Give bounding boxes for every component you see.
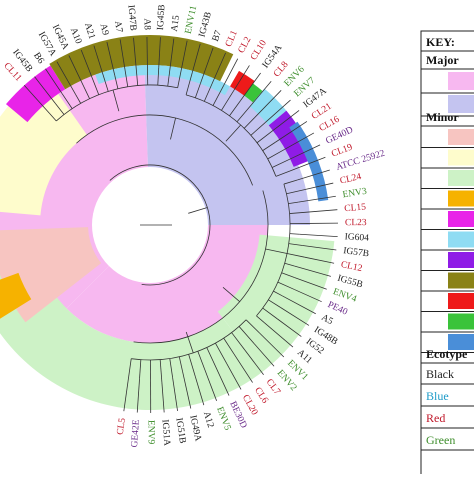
legend-ecotype-label: Red <box>426 411 445 425</box>
tree-branch <box>300 234 338 236</box>
leaf-label: B6 <box>31 51 46 66</box>
leaf-label: IG49A <box>187 414 203 442</box>
leaf-label: IG57B <box>343 246 370 259</box>
leaf-label: A12 <box>201 410 215 429</box>
legend-ecotype-label: Black <box>426 367 454 381</box>
leaf-label: A5 <box>319 313 334 327</box>
legend-major-swatch <box>448 72 474 90</box>
legend-ecotype-label: Blue <box>426 389 449 403</box>
leaf-label: A7 <box>112 20 124 33</box>
leaf-label: IG51A <box>160 419 172 446</box>
legend-minor-swatch <box>448 129 474 145</box>
leaf-label: GE42E <box>130 419 142 448</box>
leaf-label: A9 <box>98 23 110 37</box>
leaf-label: A15 <box>170 14 182 32</box>
legend-ecotype-heading: Ecotype <box>426 347 468 361</box>
legend-minor-swatch <box>448 211 474 227</box>
leaf-label: A21 <box>82 22 97 41</box>
legend-minor-swatch <box>448 293 474 309</box>
leaf-label: B7 <box>211 29 224 43</box>
leaf-label: IG51B <box>173 417 187 444</box>
leaf-label: CL5 <box>116 417 128 435</box>
leaf-label: ENV11 <box>184 5 200 35</box>
leaf-label: IG47B <box>125 5 137 32</box>
leaf-label: CL15 <box>344 203 367 215</box>
leaf-label: ENV5 <box>214 406 232 432</box>
leaf-label: IG43B <box>197 11 214 39</box>
legend-minor-swatch <box>448 252 474 268</box>
legend-minor-swatch <box>448 232 474 248</box>
legend-ecotype-label: Green <box>426 433 455 447</box>
legend-minor-swatch <box>448 170 474 186</box>
cluster-wedges <box>0 35 334 410</box>
tree-branch <box>290 234 300 235</box>
legend-minor-swatch <box>448 191 474 207</box>
legend-minor-swatch <box>448 273 474 289</box>
legend-minor-swatch <box>448 150 474 166</box>
tree-branch <box>147 37 148 71</box>
leaf-label: CL12 <box>340 260 363 274</box>
leaf-label: CL23 <box>345 218 367 228</box>
leaf-label: ENV3 <box>342 187 368 201</box>
leaf-label: IG604 <box>344 232 369 243</box>
legend-title: KEY: <box>426 35 455 49</box>
legend-major-heading: Major <box>426 53 459 67</box>
leaf-label: IG45B <box>156 4 167 30</box>
leaf-label: A10 <box>68 27 83 46</box>
leaf-label: A8 <box>141 18 151 30</box>
leaf-label: IG55B <box>336 274 364 291</box>
legend-key: KEY: Major Minor Ecotype Black Blue Red Gre… <box>421 31 474 474</box>
leaf-label: ENV9 <box>146 420 156 445</box>
leaf-label: CL1 <box>224 29 240 49</box>
legend-minor-swatch <box>448 314 474 330</box>
leaf-label: CL19 <box>330 142 354 159</box>
legend-minor-heading: Minor <box>426 110 459 124</box>
leaf-label: CL24 <box>339 172 363 187</box>
